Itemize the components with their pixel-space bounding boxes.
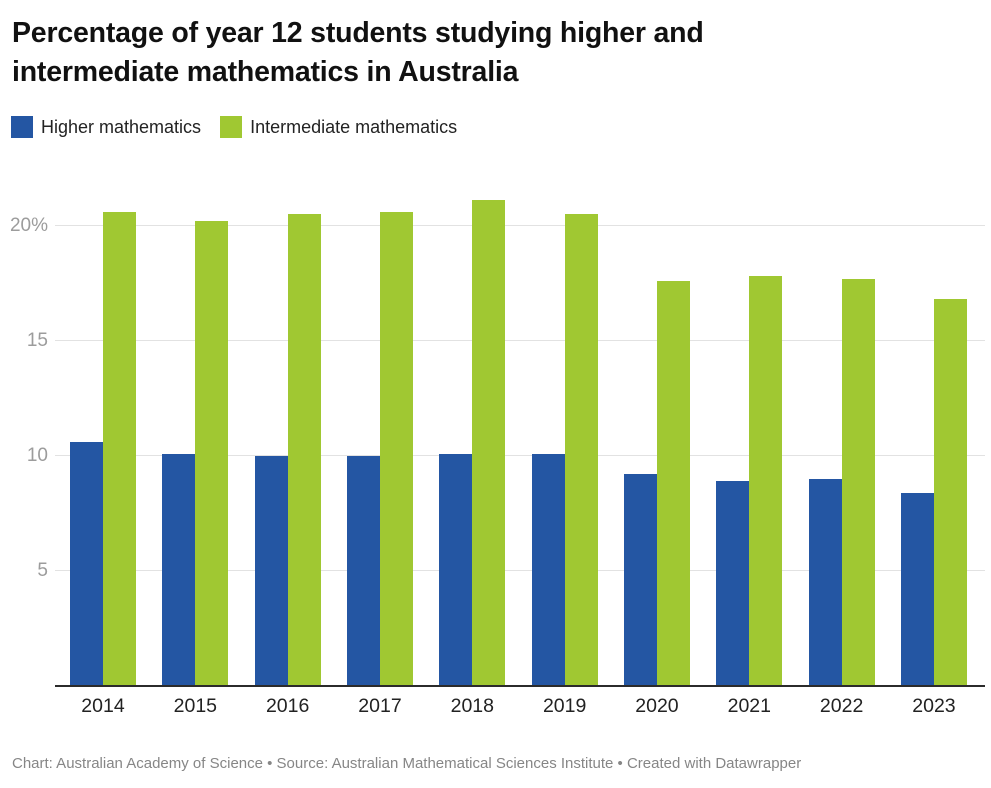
bar-higher-2017[interactable] bbox=[346, 455, 380, 686]
bar-intermediate-2023[interactable] bbox=[933, 299, 967, 686]
y-tick-label-5: 5 bbox=[37, 559, 48, 581]
legend: Higher mathematics Intermediate mathemat… bbox=[11, 116, 457, 138]
bar-intermediate-2016[interactable] bbox=[287, 214, 321, 686]
gridline-20 bbox=[55, 224, 985, 226]
attribution-footer: Chart: Australian Academy of Science • S… bbox=[12, 755, 802, 772]
bar-intermediate-2015[interactable] bbox=[195, 221, 229, 686]
x-tick-label-2016: 2016 bbox=[265, 695, 310, 717]
legend-label-higher: Higher mathematics bbox=[41, 116, 202, 137]
x-tick-label-2015: 2015 bbox=[173, 695, 218, 717]
x-tick-label-2023: 2023 bbox=[912, 695, 956, 717]
legend-swatch-higher bbox=[11, 116, 33, 138]
bar-intermediate-2019[interactable] bbox=[564, 214, 598, 686]
x-axis-line bbox=[55, 685, 985, 687]
x-tick-label-2022: 2022 bbox=[819, 695, 864, 717]
gridline-10 bbox=[55, 454, 985, 456]
bar-intermediate-2017[interactable] bbox=[379, 211, 413, 686]
x-tick-label-2018: 2018 bbox=[450, 695, 494, 717]
x-tick-label-2019: 2019 bbox=[542, 695, 587, 717]
bar-higher-2022[interactable] bbox=[808, 478, 842, 686]
bar-higher-2023[interactable] bbox=[900, 492, 934, 686]
x-tick-label-2020: 2020 bbox=[635, 695, 679, 717]
bar-intermediate-2020[interactable] bbox=[656, 280, 690, 686]
chart-title: Percentage of year 12 students studying … bbox=[12, 17, 704, 88]
gridline-5 bbox=[55, 569, 985, 571]
gridline-15 bbox=[55, 339, 985, 341]
y-tick-label-20: 20% bbox=[9, 214, 48, 236]
bar-higher-2020[interactable] bbox=[623, 474, 657, 686]
bar-intermediate-2018[interactable] bbox=[472, 200, 506, 686]
plot-area: 5 10 15 20% 2014 2015 2016 2017 2018 2019 2020 2021… bbox=[0, 175, 991, 717]
legend-item-higher: Higher mathematics bbox=[11, 116, 201, 138]
bar-intermediate-2022[interactable] bbox=[841, 278, 875, 686]
legend-swatch-intermediate bbox=[220, 116, 243, 138]
bar-higher-2019[interactable] bbox=[531, 453, 565, 686]
bar-higher-2015[interactable] bbox=[162, 453, 196, 686]
bar-higher-2021[interactable] bbox=[716, 481, 750, 686]
x-tick-label-2017: 2017 bbox=[358, 695, 402, 717]
bar-intermediate-2014[interactable] bbox=[103, 211, 136, 686]
bar-higher-2018[interactable] bbox=[439, 453, 473, 686]
x-tick-label-2021: 2021 bbox=[727, 695, 771, 717]
legend-item-intermediate: Intermediate mathematics bbox=[220, 116, 457, 138]
y-tick-label-10: 10 bbox=[26, 444, 48, 466]
legend-label-intermediate: Intermediate mathematics bbox=[250, 116, 458, 137]
bar-higher-2016[interactable] bbox=[254, 455, 288, 686]
bar-intermediate-2021[interactable] bbox=[749, 276, 783, 686]
bar-higher-2014[interactable] bbox=[70, 442, 103, 686]
x-tick-label-2014: 2014 bbox=[81, 695, 125, 717]
y-tick-label-15: 15 bbox=[26, 329, 48, 351]
